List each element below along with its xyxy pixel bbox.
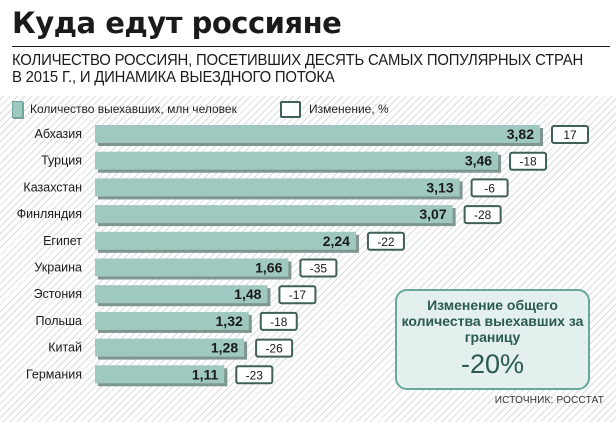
change-label: -18 [519,155,537,169]
legend-bar-swatch [12,100,23,118]
change-label: -22 [377,235,395,249]
title-divider [12,46,610,47]
change-box [551,125,589,144]
category-label: Финляндия [17,207,82,221]
category-label: Польша [36,314,82,328]
bar [95,125,540,143]
bar [95,338,245,357]
bar [95,151,499,170]
summary-value: -20% [460,349,525,379]
change-label: -35 [310,262,328,276]
category-label: Китай [48,341,82,355]
change-label: 17 [563,128,577,142]
category-label: Эстония [34,287,82,301]
change-box [255,338,294,358]
chart-subtitle: КОЛИЧЕСТВО РОССИЯН, ПОСЕТИВШИХ ДЕСЯТЬ СА… [12,52,584,86]
change-label: -18 [270,315,288,329]
legend: Количество выехавших, млн человек Измене… [12,99,412,119]
bar [95,311,249,330]
legend-change-label: Изменение, % [309,102,389,116]
summary-text: Изменение общего количества выехавших за… [401,297,584,345]
bar [95,231,356,250]
legend-item-bars: Количество выехавших, млн человек [12,99,237,119]
category-label: Египет [43,234,82,248]
legend-change-swatch [280,100,301,118]
change-box [235,365,274,385]
category-label: Турция [41,154,82,168]
summary-box: Изменение общего количества выехавших за… [395,289,590,390]
change-label: -6 [484,181,495,195]
value-label: 1,11 [192,366,219,382]
change-label: -23 [246,368,264,382]
chart-title: Куда едут россияне [12,6,342,40]
value-label: 3,82 [507,126,534,142]
change-box [299,258,338,278]
header: Куда едут россияне КОЛИЧЕСТВО РОССИЯН, П… [0,0,616,96]
change-label: -26 [265,342,283,356]
value-label: 1,48 [234,286,261,302]
value-label: 3,46 [465,153,492,169]
category-label: Абхазия [35,127,83,141]
value-label: 1,32 [216,313,243,329]
source-note: ИСТОЧНИК: РОССТАТ [494,395,604,406]
change-box [509,151,548,171]
change-label: -28 [474,208,492,222]
change-label: -17 [289,288,307,302]
category-label: Казахстан [23,180,82,194]
legend-item-change: Изменение, % [280,99,389,119]
legend-bars-label: Количество выехавших, млн человек [30,102,237,116]
change-box [366,231,405,251]
bar [95,178,460,197]
change-box [470,178,509,198]
value-label: 1,28 [211,340,238,356]
category-label: Украина [34,261,82,275]
bar [95,285,268,304]
change-box [463,205,502,225]
value-label: 2,24 [323,233,350,249]
change-box [259,311,298,331]
category-label: Германия [26,367,82,381]
value-label: 3,13 [426,179,453,195]
bar [95,365,225,384]
bar [95,205,453,224]
value-label: 1,66 [255,260,282,276]
bar [95,258,289,277]
value-label: 3,07 [419,206,446,222]
change-box [278,285,317,305]
